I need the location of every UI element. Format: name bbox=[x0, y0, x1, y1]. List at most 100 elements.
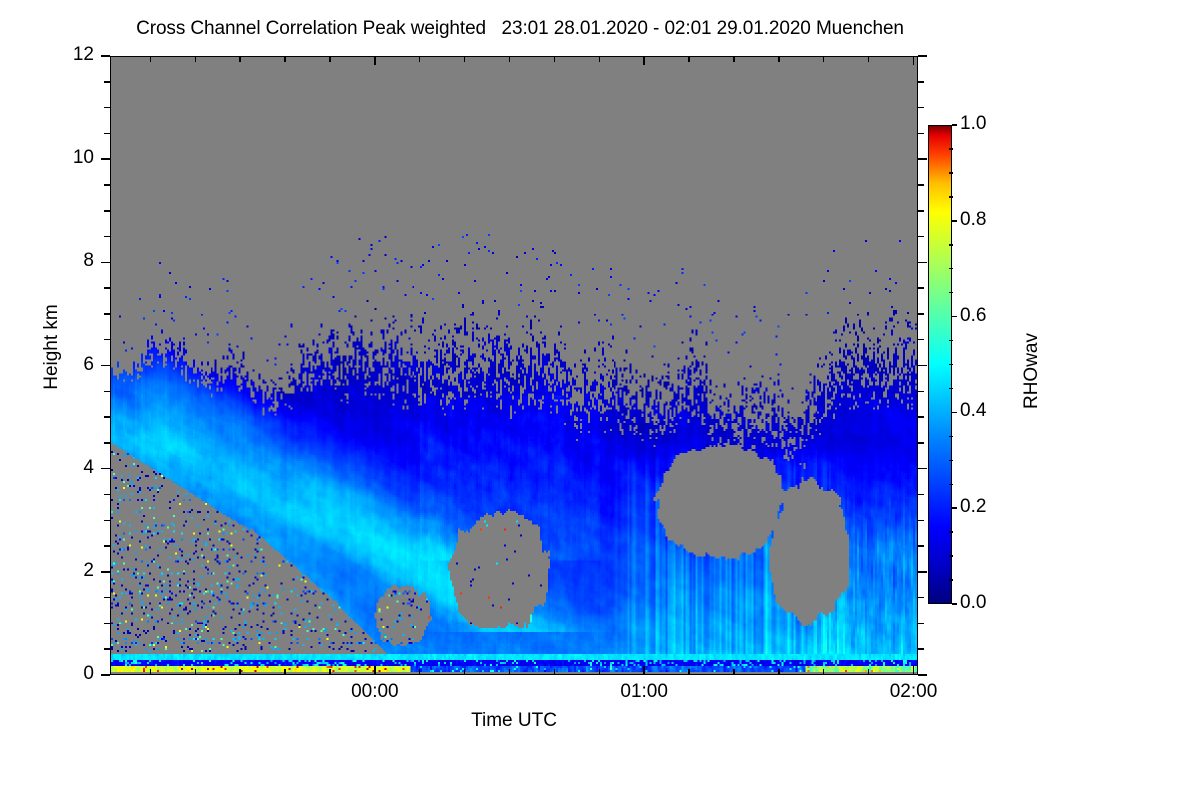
y-tick-label: 8 bbox=[83, 250, 94, 272]
x-tick-minor bbox=[194, 669, 197, 675]
colorbar-tick-label: 0.0 bbox=[960, 592, 987, 613]
x-tick-minor bbox=[778, 669, 780, 675]
y-tick-minor bbox=[104, 442, 110, 444]
y-tick-minor-right bbox=[918, 313, 924, 315]
x-tick-major bbox=[643, 666, 645, 675]
colorbar-tick-minor bbox=[949, 363, 953, 366]
x-tick-minor-top bbox=[284, 56, 286, 62]
y-tick-minor bbox=[104, 210, 110, 212]
colorbar-tick bbox=[952, 507, 957, 509]
y-tick-minor-right bbox=[918, 545, 924, 547]
y-tick-major-right bbox=[918, 674, 927, 676]
y-tick-minor-right bbox=[918, 287, 924, 289]
x-axis-title: Time UTC bbox=[471, 710, 557, 731]
y-tick-major-right bbox=[918, 55, 927, 57]
y-tick-minor bbox=[104, 81, 110, 83]
colorbar-tick-minor bbox=[949, 555, 953, 557]
y-tick-label: 0 bbox=[83, 663, 94, 684]
y-tick-minor bbox=[104, 287, 110, 289]
x-tick-minor bbox=[508, 669, 511, 675]
y-tick-minor bbox=[104, 596, 110, 599]
x-tick-minor bbox=[867, 669, 870, 675]
x-tick-minor bbox=[463, 669, 466, 675]
x-tick-minor-top bbox=[553, 56, 556, 62]
y-tick-major bbox=[101, 158, 110, 160]
colorbar-tick-minor bbox=[949, 339, 953, 342]
colorbar-tick-minor bbox=[949, 172, 953, 174]
colorbar-tick bbox=[952, 124, 957, 126]
y-tick-minor-right bbox=[918, 106, 924, 109]
colorbar-tick-minor bbox=[949, 291, 953, 294]
x-tick-minor-top bbox=[463, 56, 466, 62]
x-tick-minor-top bbox=[598, 56, 601, 62]
x-tick-minor-top bbox=[149, 56, 152, 62]
x-tick-minor bbox=[329, 669, 331, 675]
x-tick-minor-top bbox=[329, 56, 331, 62]
x-tick-label: 00:00 bbox=[351, 681, 399, 702]
y-tick-minor-right bbox=[918, 210, 924, 212]
y-tick-minor-right bbox=[918, 622, 924, 625]
plot-title: Cross Channel Correlation Peak weighted … bbox=[136, 18, 904, 39]
colorbar-tick-minor bbox=[949, 459, 953, 462]
x-tick-minor bbox=[822, 669, 825, 675]
x-tick-minor bbox=[598, 669, 601, 675]
x-tick-minor-top bbox=[867, 56, 870, 62]
x-tick-minor bbox=[733, 669, 735, 675]
y-tick-minor bbox=[104, 313, 110, 315]
colorbar-tick bbox=[952, 411, 957, 414]
y-tick-minor-right bbox=[918, 648, 924, 650]
colorbar-tick-label: 0.2 bbox=[960, 496, 987, 518]
colorbar-tick-minor bbox=[949, 387, 953, 390]
y-tick-major bbox=[101, 571, 110, 573]
y-tick-minor-right bbox=[918, 81, 924, 83]
x-tick-minor-top bbox=[194, 56, 197, 62]
x-tick-minor-top bbox=[778, 56, 780, 62]
colorbar-tick-minor bbox=[949, 579, 953, 581]
x-tick-minor bbox=[418, 669, 421, 675]
x-tick-minor bbox=[688, 669, 690, 675]
y-tick-minor-right bbox=[918, 338, 924, 341]
x-tick-minor bbox=[149, 669, 152, 675]
x-tick-major-top bbox=[643, 56, 645, 65]
y-tick-major bbox=[101, 364, 110, 367]
colorbar-tick-label: 0.8 bbox=[960, 208, 987, 230]
y-tick-minor-right bbox=[918, 596, 924, 599]
colorbar-tick-minor bbox=[949, 196, 953, 198]
y-tick-minor bbox=[104, 416, 110, 418]
y-tick-minor bbox=[104, 338, 110, 341]
x-tick-minor-top bbox=[688, 56, 690, 62]
y-tick-minor-right bbox=[918, 416, 924, 418]
x-tick-label: 01:00 bbox=[620, 681, 668, 702]
y-tick-label: 4 bbox=[83, 456, 94, 478]
y-tick-minor bbox=[104, 493, 110, 496]
colorbar-tick-label: 1.0 bbox=[960, 113, 987, 134]
x-tick-major-top bbox=[912, 56, 915, 65]
y-tick-minor bbox=[104, 390, 110, 393]
colorbar-title: RHOwav bbox=[1021, 333, 1042, 410]
y-tick-major-right bbox=[918, 158, 927, 160]
radar-heatmap bbox=[111, 57, 917, 674]
y-tick-minor bbox=[104, 235, 110, 238]
x-tick-major-top bbox=[374, 56, 376, 65]
x-tick-minor bbox=[553, 669, 556, 675]
colorbar-tick-minor bbox=[949, 244, 953, 246]
y-tick-minor bbox=[104, 622, 110, 625]
colorbar-tick bbox=[952, 315, 957, 318]
y-tick-major bbox=[101, 55, 110, 57]
y-tick-minor-right bbox=[918, 390, 924, 393]
y-tick-minor-right bbox=[918, 235, 924, 238]
y-tick-minor-right bbox=[918, 493, 924, 496]
colorbar-tick-minor bbox=[949, 483, 953, 485]
colorbar-tick-label: 0.6 bbox=[960, 304, 987, 326]
y-axis-title: Height km bbox=[41, 304, 62, 390]
colorbar-tick-label: 0.4 bbox=[960, 400, 987, 422]
y-tick-minor bbox=[104, 519, 110, 521]
x-tick-major bbox=[912, 666, 915, 675]
colorbar-tick-minor bbox=[949, 267, 953, 270]
x-tick-minor-top bbox=[418, 56, 421, 62]
x-tick-label: 02:00 bbox=[889, 681, 938, 702]
y-tick-minor-right bbox=[918, 519, 924, 521]
y-tick-minor-right bbox=[918, 442, 924, 444]
y-tick-label: 12 bbox=[72, 44, 94, 65]
y-tick-minor bbox=[104, 132, 110, 135]
